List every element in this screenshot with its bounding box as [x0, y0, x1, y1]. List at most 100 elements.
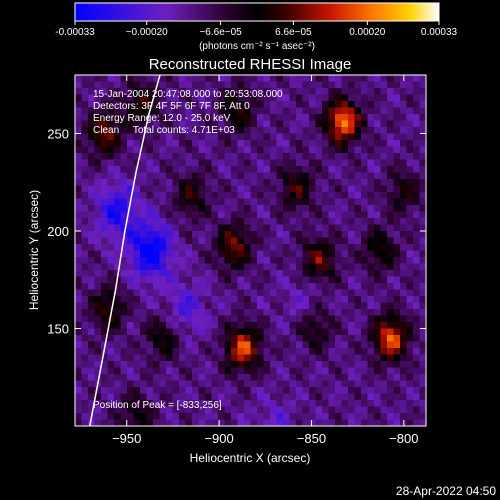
heatmap-cell: [133, 244, 141, 251]
heatmap-cell: [354, 146, 362, 154]
heatmap-cell: [237, 406, 245, 414]
heatmap-cell: [335, 140, 342, 147]
heatmap-cell: [231, 302, 238, 310]
heatmap-cell: [75, 322, 82, 329]
heatmap-cell: [283, 218, 290, 225]
heatmap-cell: [107, 406, 115, 414]
heatmap-cell: [380, 75, 388, 82]
heatmap-cell: [237, 354, 245, 362]
heatmap-cell: [185, 335, 193, 342]
heatmap-cell: [237, 328, 245, 336]
heatmap-cell: [133, 270, 141, 277]
heatmap-cell: [302, 315, 310, 323]
heatmap-cell: [153, 101, 160, 108]
heatmap-cell: [205, 328, 212, 336]
heatmap-cell: [374, 335, 381, 342]
heatmap-cell: [289, 296, 297, 303]
heatmap-cell: [218, 237, 225, 245]
heatmap-cell: [114, 315, 121, 323]
heatmap-cell: [393, 302, 401, 310]
heatmap-cell: [205, 88, 212, 95]
heatmap-cell: [263, 270, 271, 277]
heatmap-cell: [361, 367, 368, 375]
heatmap-cell: [387, 289, 394, 297]
heatmap-cell: [205, 406, 212, 414]
heatmap-cell: [101, 400, 108, 407]
heatmap-cell: [218, 406, 225, 414]
heatmap-cell: [263, 419, 271, 427]
colorbar-ticks: -0.00033 −0.00020 −6.6e−05 6.6e−05 0.00020 0.…: [55, 21, 458, 38]
heatmap-cell: [159, 413, 167, 420]
heatmap-cell: [179, 205, 186, 212]
heatmap-cell: [172, 120, 180, 128]
heatmap-cell: [250, 192, 258, 199]
heatmap-cell: [354, 380, 362, 388]
heatmap-cell: [159, 211, 167, 219]
heatmap-cell: [309, 153, 316, 160]
heatmap-cell: [322, 270, 329, 277]
heatmap-cell: [153, 211, 160, 219]
heatmap-cell: [270, 289, 277, 297]
heatmap-cell: [283, 367, 290, 375]
heatmap-cell: [211, 146, 219, 154]
heatmap-cell: [309, 276, 316, 284]
heatmap-cell: [179, 224, 186, 232]
heatmap-cell: [231, 185, 238, 193]
heatmap-cell: [361, 218, 368, 225]
heatmap-cell: [270, 413, 277, 420]
heatmap-cell: [400, 107, 407, 115]
heatmap-cell: [302, 257, 310, 264]
heatmap-cell: [127, 166, 134, 173]
heatmap-cell: [387, 146, 394, 154]
heatmap-cell: [419, 283, 427, 290]
heatmap-cell: [263, 114, 271, 121]
heatmap-cell: [192, 387, 199, 394]
heatmap-cell: [276, 172, 284, 180]
heatmap-cell: [302, 387, 310, 394]
heatmap-cell: [387, 380, 394, 388]
heatmap-cell: [224, 107, 232, 115]
heatmap-cell: [198, 270, 206, 277]
heatmap-cell: [289, 302, 297, 310]
heatmap-cell: [211, 374, 219, 381]
heatmap-cell: [211, 166, 219, 173]
heatmap-cell: [185, 166, 193, 173]
heatmap-cell: [328, 198, 336, 206]
heatmap-cell: [75, 315, 82, 323]
heatmap-cell: [283, 289, 290, 297]
heatmap-cell: [354, 133, 362, 141]
heatmap-cell: [211, 419, 219, 427]
heatmap-cell: [198, 393, 206, 401]
heatmap-cell: [159, 218, 167, 225]
heatmap-cell: [146, 198, 154, 206]
heatmap-cell: [192, 114, 199, 121]
heatmap-cell: [413, 276, 420, 284]
heatmap-cell: [315, 367, 323, 375]
heatmap-cell: [81, 101, 89, 108]
heatmap-cell: [296, 335, 303, 342]
heatmap-cell: [315, 218, 323, 225]
heatmap-cell: [296, 393, 303, 401]
heatmap-cell: [289, 94, 297, 102]
heatmap-cell: [406, 107, 414, 115]
heatmap-cell: [413, 205, 420, 212]
heatmap-cell: [127, 361, 134, 368]
heatmap-cell: [361, 283, 368, 290]
heatmap-cell: [361, 322, 368, 329]
heatmap-cell: [198, 296, 206, 303]
heatmap-cell: [81, 172, 89, 180]
heatmap-cell: [419, 354, 427, 362]
heatmap-cell: [127, 101, 134, 108]
heatmap-cell: [270, 361, 277, 368]
heatmap-cell: [387, 172, 394, 180]
heatmap-cell: [237, 192, 245, 199]
heatmap-cell: [296, 127, 303, 134]
heatmap-cell: [296, 81, 303, 89]
heatmap-cell: [250, 250, 258, 258]
heatmap-cell: [413, 88, 420, 95]
heatmap-cell: [114, 192, 121, 199]
heatmap-cell: [361, 374, 368, 381]
heatmap-cell: [283, 419, 290, 427]
heatmap-cell: [335, 263, 342, 271]
heatmap-cell: [309, 94, 316, 102]
